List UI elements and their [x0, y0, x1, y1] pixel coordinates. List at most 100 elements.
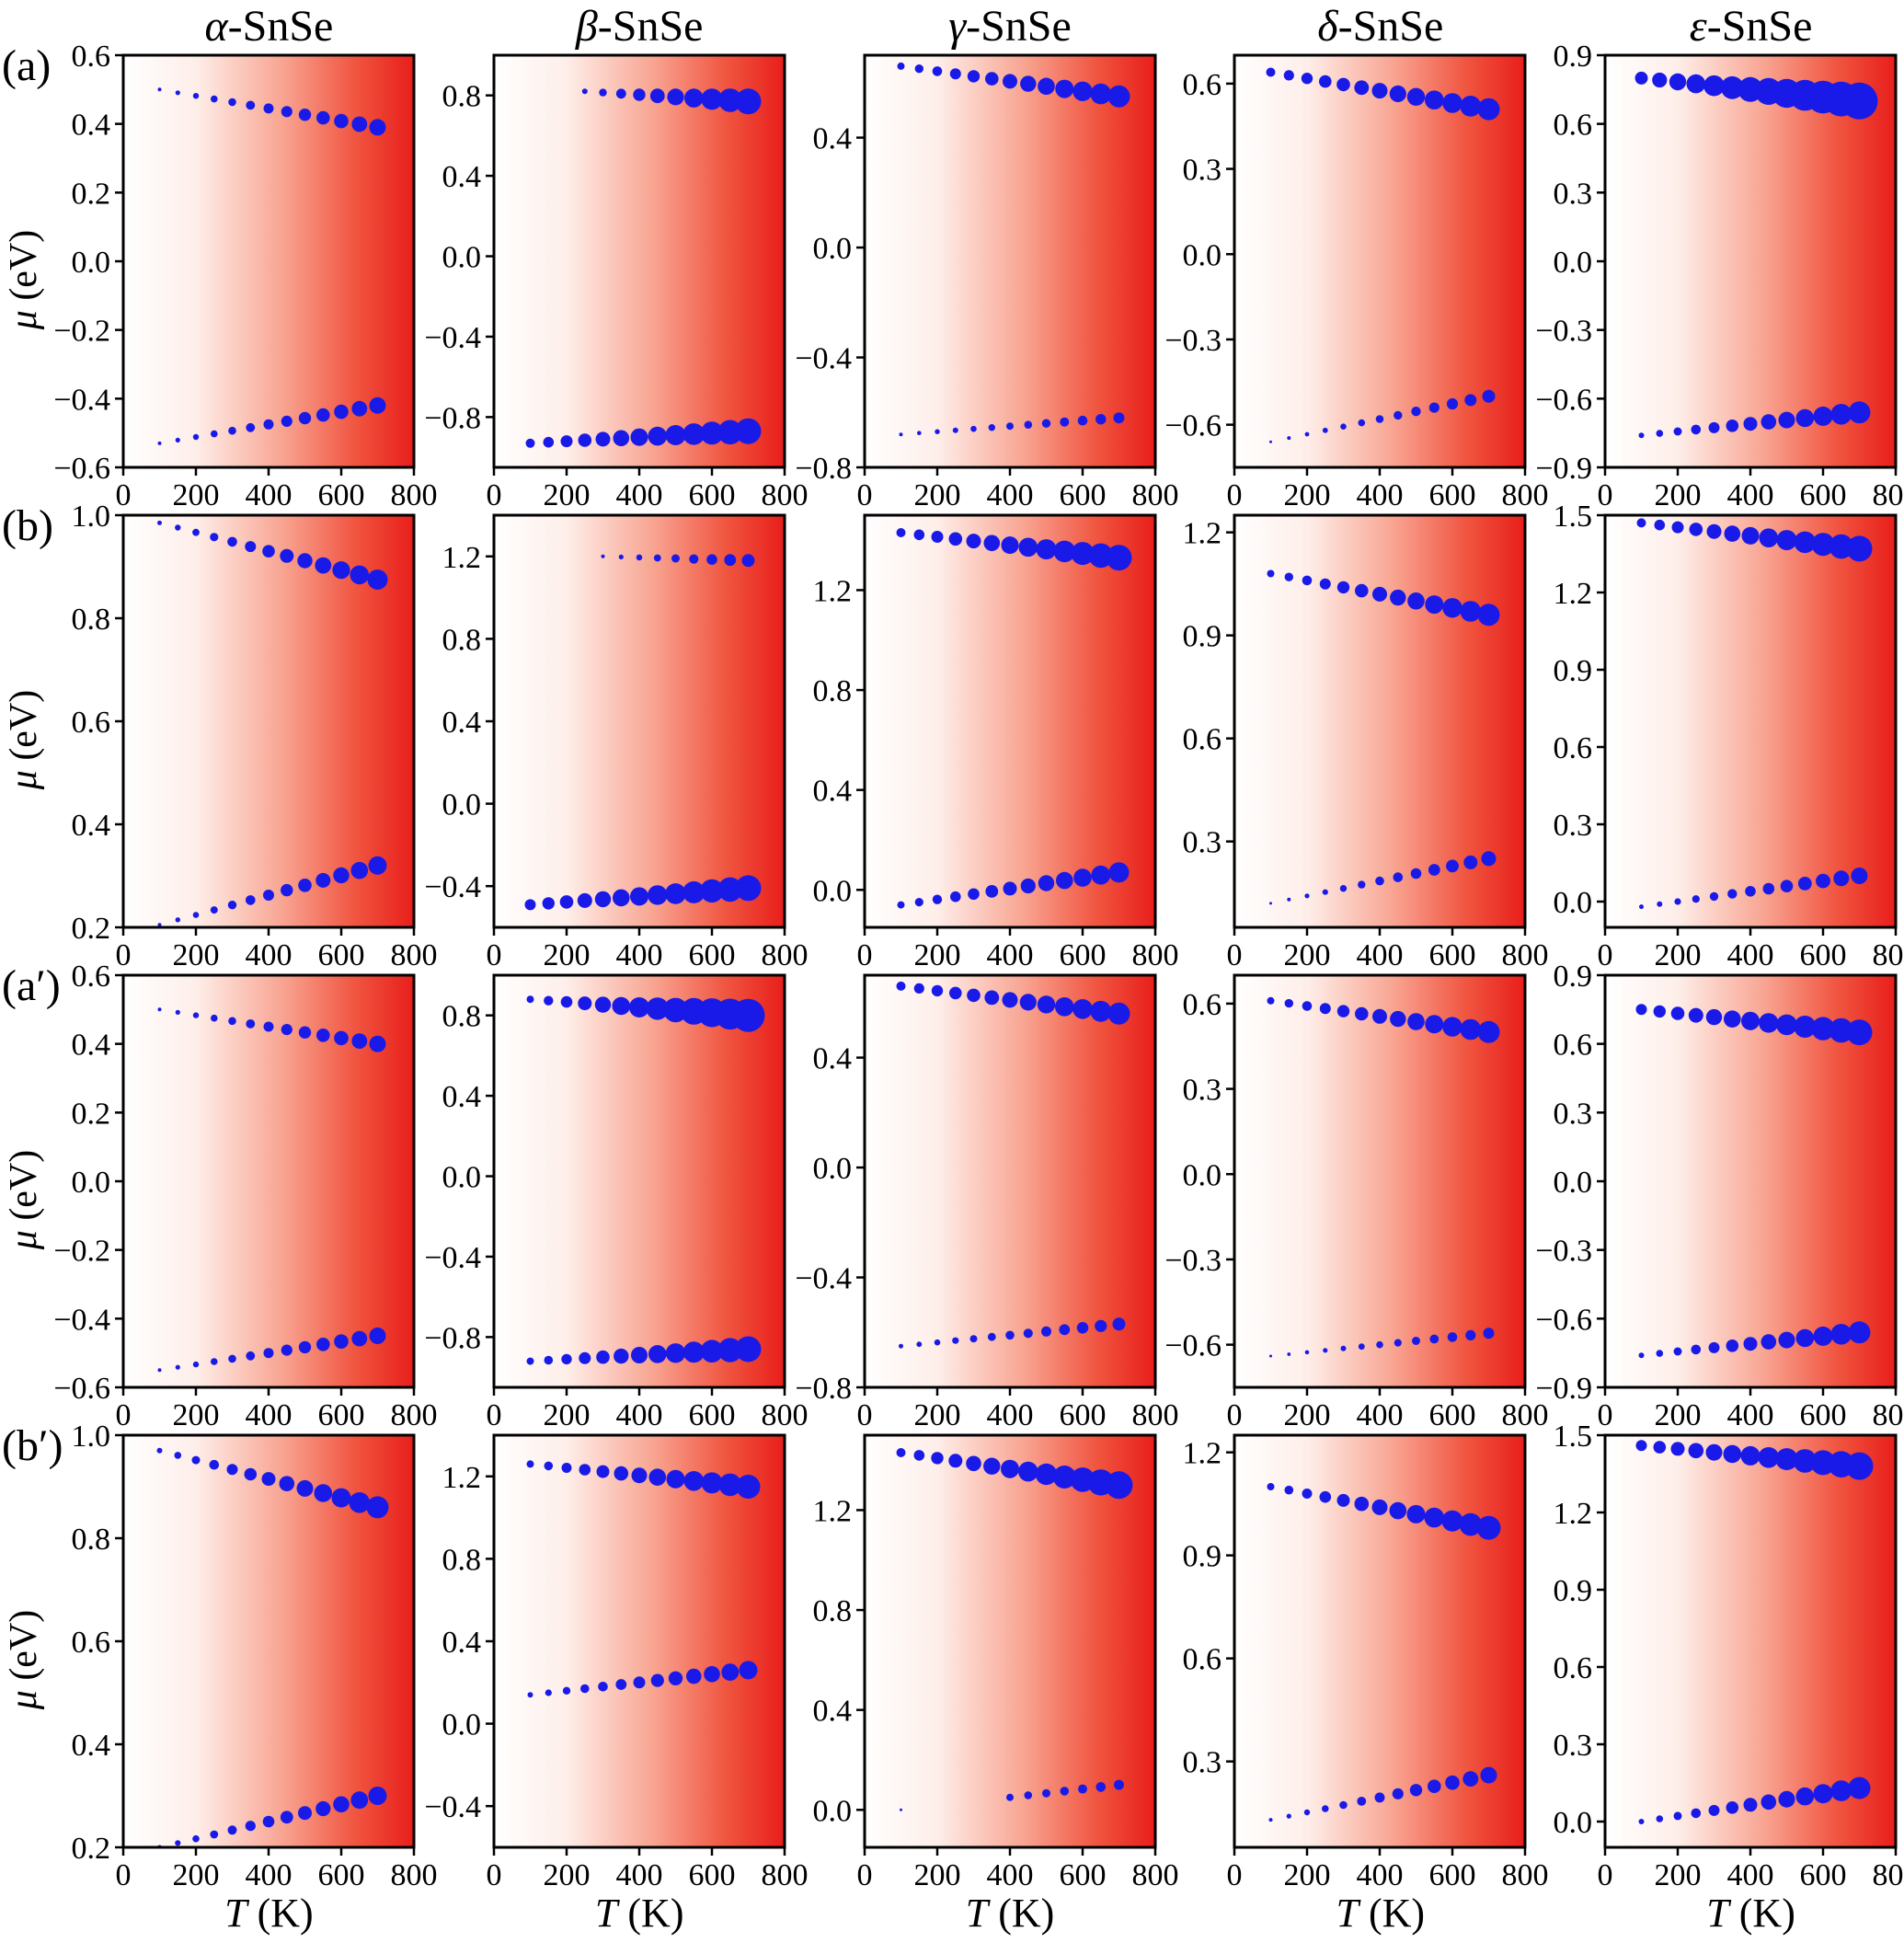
data-bubble [1355, 583, 1369, 598]
data-bubble [1020, 878, 1036, 894]
panel-plot: 0 200 400 600 800 1.0 0.8 0.6 0.4 0.2 [72, 1420, 438, 1892]
data-bubble [1477, 98, 1500, 121]
x-tick-label: 600 [688, 1398, 735, 1432]
data-bubble [1358, 419, 1366, 427]
data-bubble [527, 1692, 533, 1698]
x-tick-label: 800 [1502, 478, 1549, 512]
bubble-series-group [1636, 518, 1873, 910]
y-tick-label: 0.9 [1183, 620, 1222, 654]
data-bubble [739, 1661, 758, 1680]
data-bubble [1708, 1341, 1720, 1353]
chart-panel-b-gamma: 0 200 400 600 800 1.2 0.8 0.4 0.0 [793, 510, 1178, 972]
x-tick-label: 800 [1502, 1398, 1549, 1432]
data-bubble [227, 901, 237, 910]
panel-plot: 0 200 400 600 800 1.5 1.2 0.9 0.6 0.3 0.0 [1554, 1420, 1904, 1892]
chart-panel-b-delta: 0 200 400 600 800 1.2 0.9 0.6 0.3 [1163, 510, 1549, 972]
data-bubble [594, 996, 611, 1013]
data-bubble [1686, 74, 1706, 94]
bubble-series-group [1266, 67, 1500, 443]
y-tick-label: 0.6 [1554, 731, 1593, 765]
data-bubble [1635, 1004, 1647, 1016]
y-tick-label: −0.3 [1536, 315, 1593, 349]
data-bubble [211, 1014, 218, 1022]
plot-border [121, 513, 416, 929]
x-tick-label: 800 [1873, 938, 1904, 972]
plot-border [1603, 1433, 1898, 1849]
panel-plot: 0 200 400 600 800 1.2 0.8 0.4 0.0 [812, 513, 1178, 972]
data-bubble [175, 1840, 181, 1846]
x-tick-label: 200 [1655, 1858, 1702, 1892]
data-bubble [1037, 77, 1055, 96]
x-tick-label: 400 [986, 938, 1033, 972]
data-bubble [1794, 1016, 1817, 1038]
x-tick-label: 800 [1131, 1858, 1178, 1892]
data-bubble [1017, 1461, 1038, 1482]
y-tick-label: −0.8 [424, 401, 481, 435]
data-bubble [298, 879, 312, 892]
y-tick-label: 0.0 [1554, 1166, 1593, 1200]
data-bubble [721, 1663, 739, 1681]
data-bubble [263, 890, 274, 901]
data-bubble [280, 1811, 293, 1824]
data-bubble [333, 1796, 350, 1813]
data-bubble [1708, 421, 1720, 433]
bubble-series-group [1635, 1004, 1873, 1359]
data-bubble [1673, 427, 1682, 436]
y-tick-label: 1.2 [1554, 1497, 1593, 1531]
data-bubble [369, 397, 386, 414]
x-tick-label: 600 [688, 1858, 735, 1892]
data-bubble [724, 554, 736, 567]
y-tick-label: −0.4 [795, 342, 852, 376]
data-bubble [664, 883, 686, 904]
data-bubble [1638, 1352, 1645, 1359]
x-tick-label: 0 [1598, 938, 1613, 972]
data-bubble [615, 88, 626, 99]
data-bubble [931, 531, 944, 543]
data-bubble [350, 1791, 369, 1810]
y-tick-label: 0.3 [1554, 177, 1593, 211]
data-bubble [192, 93, 200, 99]
data-bubble [683, 1471, 704, 1491]
y-tick-label: −0.3 [1165, 324, 1222, 358]
data-bubble [1653, 1441, 1667, 1454]
data-bubble [1269, 902, 1273, 905]
data-bubble [896, 1448, 906, 1457]
x-tick-label: 200 [1284, 1398, 1331, 1432]
data-bubble [1038, 875, 1054, 891]
panel-plot: 0 200 400 600 800 1.2 0.9 0.6 0.3 [1183, 513, 1549, 972]
data-bubble [1482, 389, 1496, 403]
data-bubble [1670, 1006, 1685, 1020]
x-tick-label: 0 [1598, 1858, 1613, 1892]
x-tick-label: 800 [1502, 938, 1549, 972]
data-bubble [1477, 1020, 1500, 1043]
chart-panel-a-prime-beta: 0 200 400 600 800 0.8 0.4 0.0 −0.4 −0.8 [422, 970, 808, 1432]
y-tick-label: 0.4 [442, 1626, 481, 1660]
data-bubble [1460, 96, 1482, 117]
data-bubble [1374, 1792, 1385, 1803]
plot-background [493, 55, 785, 467]
data-bubble [1726, 1801, 1739, 1814]
data-bubble [1691, 424, 1702, 435]
x-tick-label: 800 [1131, 938, 1178, 972]
data-bubble [1041, 419, 1050, 428]
data-bubble [1708, 1804, 1720, 1816]
data-bubble [1390, 1010, 1406, 1028]
data-bubble [1372, 586, 1388, 602]
x-tick-label: 400 [615, 478, 662, 512]
plot-background [493, 1435, 785, 1847]
y-tick-label: 0.0 [1554, 886, 1593, 920]
data-bubble [174, 1452, 182, 1459]
data-bubble [1055, 871, 1073, 890]
x-tick-label: 600 [318, 478, 365, 512]
y-tick-label: 0.6 [1183, 988, 1222, 1022]
data-bubble [636, 554, 643, 561]
data-bubble [717, 1338, 742, 1362]
data-bubble [1268, 1818, 1273, 1822]
y-tick-label: −0.6 [1536, 383, 1593, 417]
y-tick-label: −0.6 [1165, 1329, 1222, 1363]
data-bubble [1424, 1507, 1445, 1528]
x-tick-label: 600 [688, 938, 735, 972]
y-axis-label: μ (eV) [3, 1609, 45, 1710]
plot-border [121, 1433, 416, 1849]
data-bubble [648, 426, 667, 446]
